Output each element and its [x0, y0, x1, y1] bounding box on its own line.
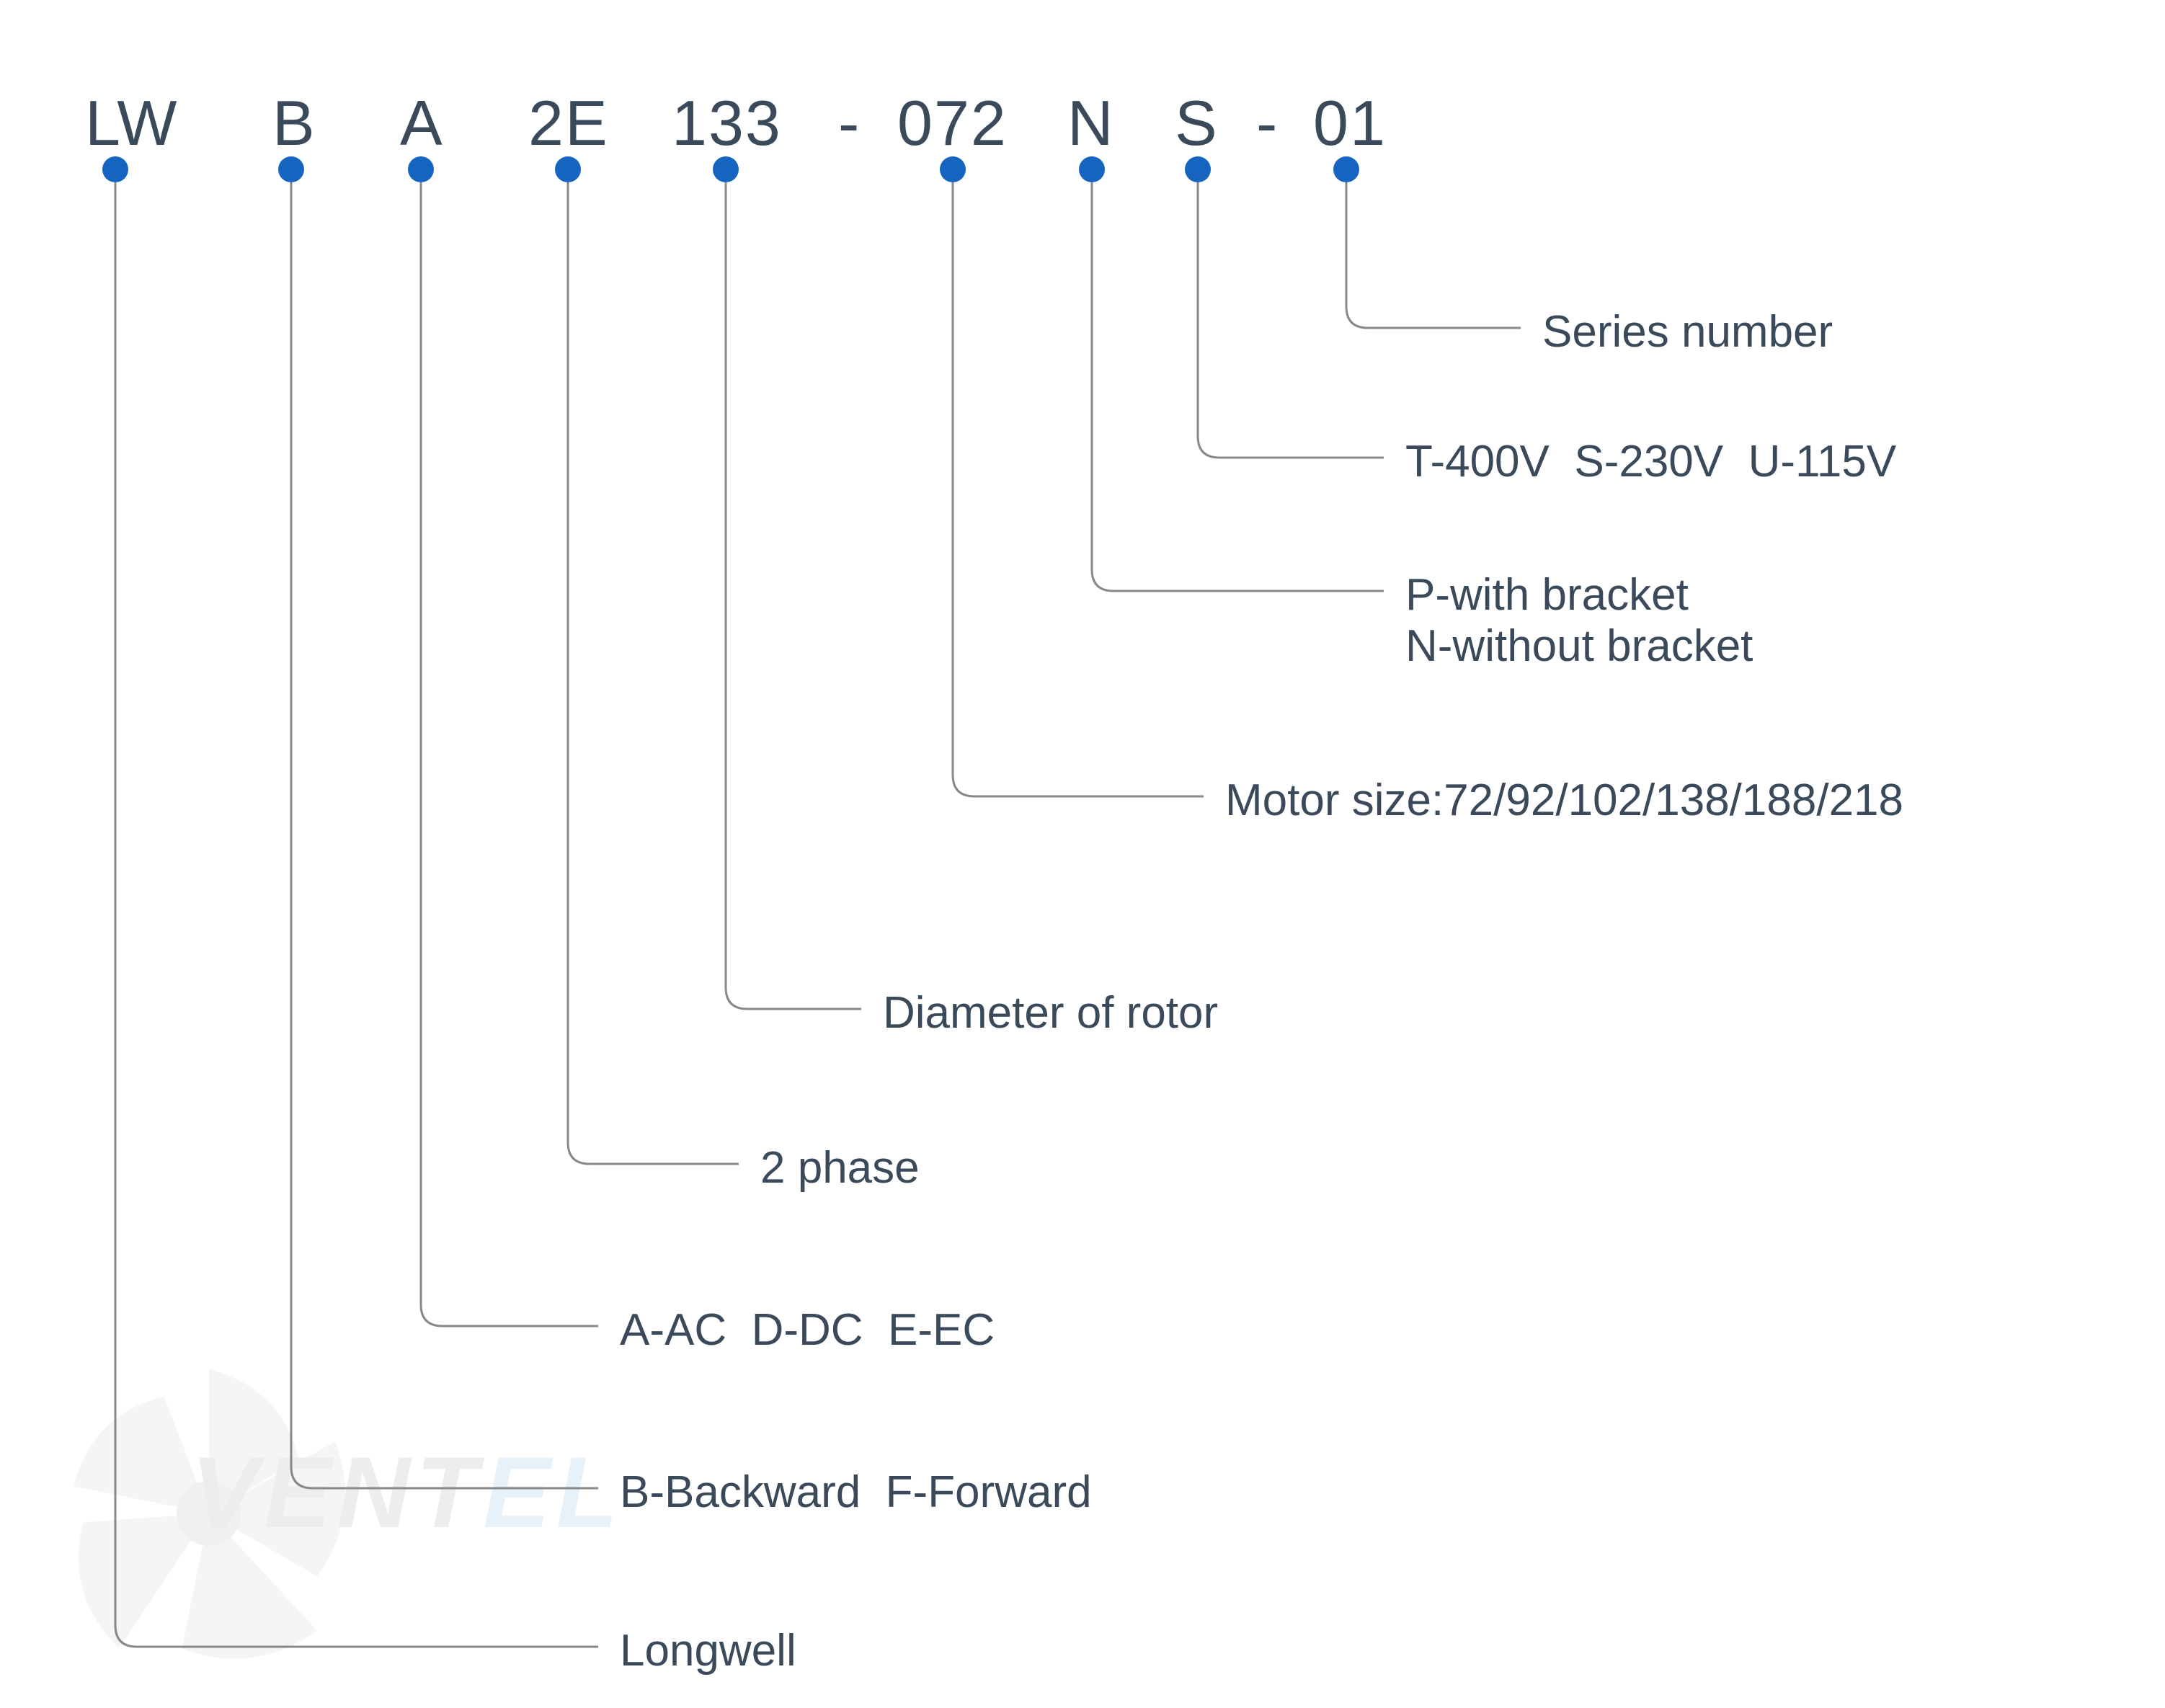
- code-segment-6: 072: [897, 86, 1008, 160]
- fan-icon: [29, 1333, 389, 1694]
- part-number-diagram: VENTEL LWBA2E133-072NS-01 Series numberT…: [0, 0, 2165, 1708]
- description-7: T-400V S-230V U-115V: [1405, 436, 1896, 487]
- dot-2: [408, 156, 434, 182]
- description-8: Series number: [1542, 306, 1833, 357]
- dot-10: [1333, 156, 1359, 182]
- dot-1: [278, 156, 304, 182]
- connector-7: [1198, 182, 1384, 458]
- dot-4: [713, 156, 739, 182]
- code-segment-4: 133: [672, 86, 782, 160]
- code-segment-3: 2E: [528, 86, 609, 160]
- code-segment-1: B: [272, 86, 316, 160]
- watermark-text: VENTEL: [191, 1434, 623, 1551]
- connector-6: [1092, 182, 1384, 591]
- code-segment-9: -: [1256, 86, 1279, 160]
- description-4: Diameter of rotor: [883, 987, 1218, 1038]
- connector-4: [726, 182, 861, 1009]
- dot-8: [1185, 156, 1211, 182]
- connector-8: [1346, 182, 1521, 328]
- code-segment-5: -: [838, 86, 861, 160]
- dot-6: [940, 156, 966, 182]
- watermark-accent: EL: [483, 1436, 623, 1549]
- code-segment-7: N: [1067, 86, 1115, 160]
- description-6: P-with bracket N-without bracket: [1405, 569, 1753, 672]
- description-2: A-AC D-DC E-EC: [620, 1304, 995, 1356]
- dot-0: [102, 156, 128, 182]
- description-1: B-Backward F-Forward: [620, 1467, 1092, 1518]
- code-segment-0: LW: [85, 86, 178, 160]
- dot-3: [555, 156, 581, 182]
- connector-5: [953, 182, 1204, 796]
- watermark-main: VENT: [191, 1436, 483, 1549]
- description-5: Motor size:72/92/102/138/188/218: [1225, 775, 1903, 826]
- dot-7: [1079, 156, 1105, 182]
- code-segment-10: 01: [1313, 86, 1387, 160]
- connector-1: [291, 182, 598, 1488]
- connector-2: [421, 182, 598, 1326]
- description-3: 2 phase: [760, 1142, 920, 1193]
- connector-lines: [0, 0, 2165, 1708]
- code-segment-2: A: [400, 86, 444, 160]
- description-0: Longwell: [620, 1625, 796, 1676]
- connector-0: [115, 182, 598, 1647]
- connector-3: [568, 182, 739, 1164]
- code-segment-8: S: [1175, 86, 1219, 160]
